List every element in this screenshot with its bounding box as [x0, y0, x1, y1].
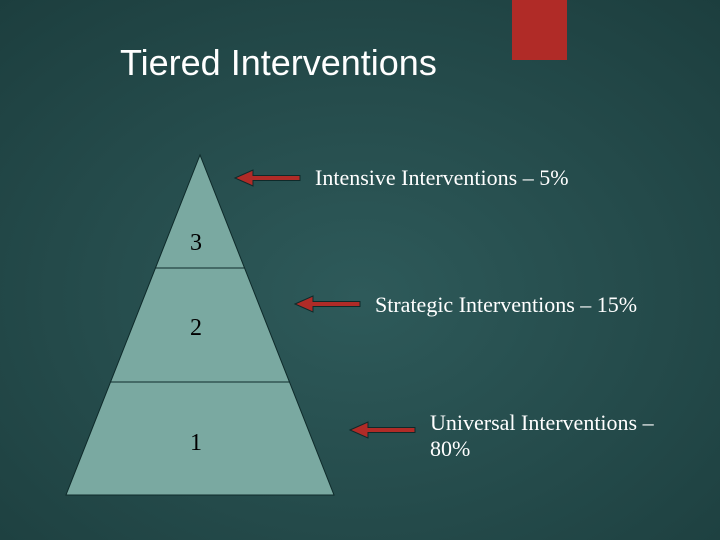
slide: Tiered Interventions 3 2 1 Intensive Inter…	[0, 0, 720, 540]
tier-number-1: 1	[190, 430, 202, 457]
slide-title: Tiered Interventions	[120, 42, 437, 84]
accent-bar	[512, 0, 567, 60]
legend-label-1: Intensive Interventions – 5%	[315, 165, 685, 191]
tier-number-2: 2	[190, 315, 202, 342]
tier-number-3: 3	[190, 230, 202, 257]
legend-label-3: Universal Interventions – 80%	[430, 410, 690, 462]
legend-label-2: Strategic Interventions – 15%	[375, 292, 705, 318]
